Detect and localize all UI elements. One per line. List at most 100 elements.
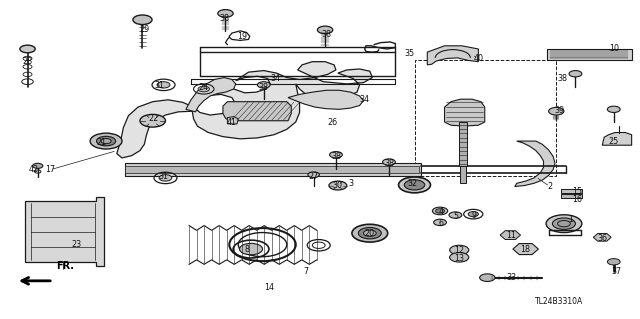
Text: 38: 38 — [259, 83, 269, 92]
Circle shape — [97, 136, 116, 146]
Polygon shape — [186, 78, 236, 112]
Text: 31: 31 — [154, 81, 164, 90]
Text: 39: 39 — [554, 106, 564, 115]
Text: 2: 2 — [547, 182, 552, 191]
Circle shape — [449, 212, 462, 218]
Text: TL24B3310A: TL24B3310A — [535, 297, 583, 306]
Circle shape — [364, 230, 376, 236]
Circle shape — [218, 10, 233, 17]
Polygon shape — [500, 231, 520, 240]
Text: 14: 14 — [264, 283, 274, 292]
Text: 31: 31 — [159, 173, 168, 182]
Text: 34: 34 — [360, 95, 370, 104]
Text: 34: 34 — [270, 74, 280, 83]
Text: 35: 35 — [404, 48, 415, 58]
Text: 24: 24 — [198, 83, 209, 92]
Circle shape — [607, 259, 620, 265]
Text: 10: 10 — [609, 44, 619, 53]
Circle shape — [329, 181, 347, 190]
Polygon shape — [602, 132, 632, 145]
Circle shape — [133, 15, 152, 25]
Circle shape — [607, 106, 620, 113]
Circle shape — [436, 209, 445, 213]
Circle shape — [90, 133, 122, 149]
Text: 1: 1 — [568, 215, 573, 224]
Text: 9: 9 — [472, 211, 477, 219]
Circle shape — [157, 82, 170, 88]
Text: 41: 41 — [227, 117, 237, 127]
Circle shape — [101, 138, 111, 144]
Circle shape — [404, 180, 425, 190]
Polygon shape — [227, 117, 238, 124]
Circle shape — [317, 26, 333, 34]
Circle shape — [450, 253, 468, 262]
Circle shape — [479, 274, 495, 281]
Text: 26: 26 — [328, 117, 338, 127]
Text: 38: 38 — [220, 14, 229, 23]
Polygon shape — [25, 197, 104, 266]
Text: 8: 8 — [244, 245, 250, 254]
Circle shape — [239, 243, 262, 255]
Text: FR.: FR. — [56, 261, 74, 271]
Polygon shape — [288, 90, 364, 109]
Text: 19: 19 — [237, 32, 247, 41]
Polygon shape — [223, 102, 291, 121]
Polygon shape — [593, 234, 611, 241]
Text: 22: 22 — [149, 114, 159, 123]
Text: 6: 6 — [439, 219, 444, 227]
Polygon shape — [125, 163, 421, 176]
Circle shape — [546, 215, 582, 233]
Circle shape — [569, 70, 582, 77]
Circle shape — [434, 219, 447, 226]
Polygon shape — [125, 167, 419, 173]
Text: 23: 23 — [71, 240, 81, 249]
Text: 15: 15 — [572, 187, 582, 196]
Circle shape — [358, 227, 381, 239]
Text: 29: 29 — [140, 26, 150, 34]
Polygon shape — [460, 122, 467, 167]
Circle shape — [552, 218, 575, 229]
Polygon shape — [561, 189, 582, 193]
Circle shape — [468, 211, 478, 217]
Circle shape — [33, 163, 43, 168]
Circle shape — [383, 159, 396, 165]
Text: 16: 16 — [572, 195, 582, 204]
Polygon shape — [117, 62, 372, 158]
Text: 30: 30 — [333, 181, 343, 190]
Polygon shape — [461, 167, 466, 183]
Text: 11: 11 — [507, 231, 516, 240]
Circle shape — [257, 82, 270, 88]
Polygon shape — [561, 194, 582, 198]
Text: 25: 25 — [609, 137, 619, 145]
Circle shape — [159, 175, 172, 181]
Text: 37: 37 — [612, 267, 622, 276]
Circle shape — [20, 45, 35, 53]
Text: 27: 27 — [308, 172, 319, 181]
Text: 3: 3 — [348, 179, 353, 188]
Text: 38: 38 — [331, 152, 341, 161]
Circle shape — [548, 108, 564, 115]
Text: 42: 42 — [29, 165, 39, 174]
Circle shape — [198, 86, 209, 92]
Text: 5: 5 — [454, 212, 459, 221]
Text: 28: 28 — [22, 57, 33, 66]
Text: 33: 33 — [507, 272, 516, 281]
Text: 21: 21 — [97, 137, 107, 146]
Text: 32: 32 — [408, 179, 418, 188]
Text: 17: 17 — [45, 165, 56, 174]
Polygon shape — [513, 244, 538, 255]
Polygon shape — [428, 46, 478, 65]
Circle shape — [433, 207, 448, 215]
Text: 20: 20 — [365, 229, 375, 238]
Circle shape — [308, 172, 319, 178]
Polygon shape — [515, 141, 555, 187]
Polygon shape — [445, 99, 484, 126]
Circle shape — [352, 224, 388, 242]
Circle shape — [450, 245, 468, 255]
Circle shape — [399, 177, 431, 193]
Text: 38: 38 — [384, 159, 394, 168]
Text: 18: 18 — [520, 245, 531, 254]
Polygon shape — [547, 49, 632, 60]
Text: 36: 36 — [597, 234, 607, 243]
Text: 40: 40 — [474, 54, 483, 63]
